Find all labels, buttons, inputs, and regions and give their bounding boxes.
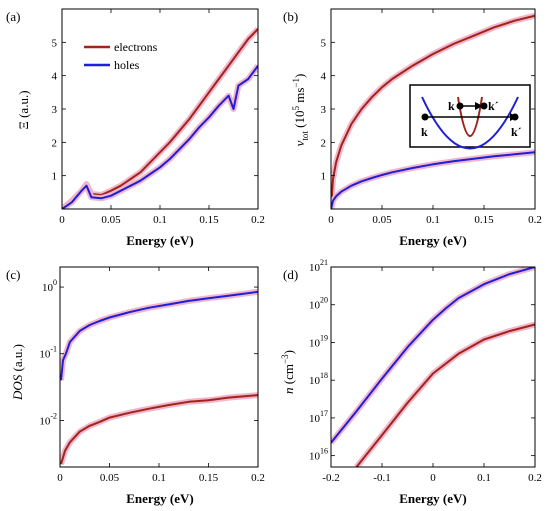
panel-d-ytick-label: 1021 <box>309 258 328 274</box>
panel-label-a: (a) <box>6 9 20 24</box>
panel-a-frame <box>61 8 259 210</box>
inset-label-k-right: k´ <box>511 125 522 139</box>
inset-electron-band <box>457 96 483 137</box>
panel-d-ytick-label: 1018 <box>309 371 328 387</box>
inset-label-k-mid-prime: k´ <box>488 99 499 113</box>
legend-electrons-label: electrons <box>114 40 158 54</box>
panel-a-ytick-label: 5 <box>52 37 58 49</box>
panel-c-ytick-label: 10-2 <box>39 411 57 427</box>
panel-c-electrons-halo <box>60 392 258 466</box>
panel-b-xtick-label: 0.05 <box>372 214 392 226</box>
panel-b-ytick-label: 4 <box>321 71 327 83</box>
panel-c-xtick-label: 0.15 <box>199 472 219 484</box>
inset-label-k-left: k <box>421 125 428 139</box>
panel-a-ytick-label: 1 <box>52 171 58 183</box>
inset-arrow-upper-head <box>475 102 483 110</box>
panel-b-xtick-label: 0.2 <box>528 214 542 226</box>
panel-b-ytick-label: 1 <box>321 171 327 183</box>
panel-b-xtick-label: 0.15 <box>474 214 494 226</box>
panel-d-ytick-label: 1017 <box>309 409 328 425</box>
panel-a-xtick-label: 0.05 <box>101 214 121 226</box>
panel-d-xtick-label: -0.1 <box>373 472 390 484</box>
panel-b-ylabel: vtot (105 ms−1) <box>291 74 310 147</box>
panel-a-xlabel: Energy (eV) <box>126 233 194 248</box>
panel-d-ytick-label: 1019 <box>309 333 328 349</box>
panel-b: 0 0.05 0.1 0.15 0.2 1 2 3 4 5 <box>321 8 542 226</box>
panel-c-ytick-label: 100 <box>42 278 57 294</box>
panel-d-holes-line <box>331 267 535 444</box>
panel-a-xtick-label: 0 <box>59 214 65 226</box>
panel-d-ytick-label: 1020 <box>309 296 328 312</box>
panel-b-electrons-line <box>331 14 535 209</box>
panel-label-c: (c) <box>6 267 20 282</box>
panel-a-legend: electrons holes <box>84 40 158 72</box>
panel-d-frame <box>330 266 536 468</box>
panel-d-xtick-label: -0.2 <box>322 472 339 484</box>
panel-label-d: (d) <box>283 267 298 282</box>
panel-a: 0 0.05 0.1 0.15 0.2 1 2 3 4 5 <box>52 8 265 226</box>
panel-a-electrons-halo <box>62 26 258 209</box>
panel-a-holes-line <box>62 65 258 209</box>
panel-c-holes-line <box>60 290 258 381</box>
panel-a-xtick-label: 0.2 <box>251 214 265 226</box>
panel-a-xtick-label: 0.15 <box>199 214 219 226</box>
panel-b-xtick-label: 0.1 <box>426 214 440 226</box>
panel-a-ytick-label: 3 <box>52 104 58 116</box>
inset-point-k-mid-prime <box>480 102 488 110</box>
panel-c: 0 0.05 0.1 0.15 0.2 10-2 10-1 100 <box>39 266 265 484</box>
panel-a-ylabel: Ξ (a.u.) <box>16 90 31 129</box>
panel-label-b: (b) <box>283 9 298 24</box>
panel-a-electrons-line <box>62 28 258 209</box>
panel-d-ytick-label: 1016 <box>309 447 328 463</box>
panel-b-holes-line <box>331 151 535 209</box>
panel-d-xtick-label: 0.2 <box>528 472 542 484</box>
panel-b-xlabel: Energy (eV) <box>399 233 467 248</box>
panel-b-inset: k k k´ k´ <box>409 84 531 150</box>
panel-a-xtick-label: 0.1 <box>153 214 167 226</box>
inset-hole-band <box>421 96 519 150</box>
panel-b-ytick-label: 2 <box>321 137 327 149</box>
panel-d: -0.2 -0.1 0 0.1 0.2 1016 1017 1018 1019 1020 1021 <box>309 258 542 484</box>
panel-c-xtick-label: 0.1 <box>152 472 166 484</box>
panel-c-xtick-label: 0.2 <box>251 472 265 484</box>
panel-d-electrons-line <box>355 323 535 467</box>
panel-d-xtick-label: 0 <box>430 472 436 484</box>
panel-b-ytick-label: 5 <box>321 37 327 49</box>
panel-d-electrons-halo <box>354 321 535 467</box>
panel-a-ytick-label: 2 <box>52 137 58 149</box>
panel-b-xtick-label: 0 <box>328 214 334 226</box>
panel-c-electrons-line <box>60 394 258 465</box>
panel-d-ylabel: n (cm−3) <box>280 350 296 394</box>
panel-c-ylabel: DOS (a.u.) <box>10 344 25 401</box>
panel-c-xtick-label: 0.05 <box>100 472 120 484</box>
legend-holes-label: holes <box>114 58 140 72</box>
panel-d-holes-halo <box>331 267 535 445</box>
panel-d-xtick-label: 0.1 <box>477 472 491 484</box>
panel-b-ytick-label: 3 <box>321 104 327 116</box>
panel-d-xlabel: Energy (eV) <box>399 491 467 506</box>
panel-a-ytick-label: 4 <box>52 71 58 83</box>
inset-label-k-mid: k <box>448 99 455 113</box>
inset-point-k-right <box>511 113 519 121</box>
inset-point-k-left <box>421 113 429 121</box>
panel-c-xtick-label: 0 <box>57 472 63 484</box>
inset-point-k-mid <box>456 102 464 110</box>
panel-c-ytick-label: 10-1 <box>39 345 57 361</box>
panel-c-xlabel: Energy (eV) <box>126 491 194 506</box>
